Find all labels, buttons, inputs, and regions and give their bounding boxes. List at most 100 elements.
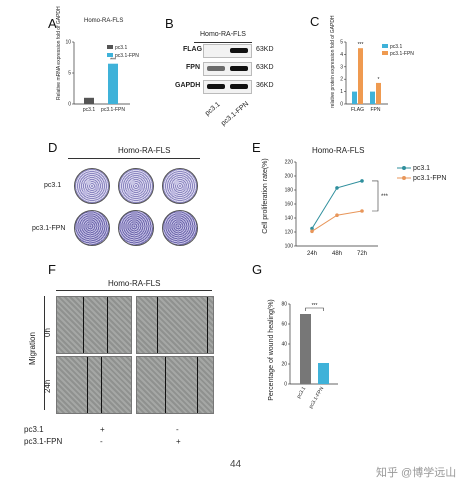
colony-dish <box>74 210 110 246</box>
panel-e-y-tick-label: 100 <box>285 244 294 250</box>
condition-label-2: pc3.1-FPN <box>24 437 63 446</box>
condition-mark: + <box>100 425 105 434</box>
condition-mark: + <box>176 437 181 446</box>
colony-dish <box>118 210 154 246</box>
panel-g-bar <box>318 363 329 384</box>
panel-e-point <box>310 226 314 231</box>
panel-a-significance: *** <box>110 58 116 64</box>
page-number: 44 <box>230 459 242 470</box>
panel-c-x-label: FPN <box>371 107 381 113</box>
panel-c-legend-1: pc3.1 <box>382 44 402 50</box>
panel-g-y-tick-label: 0 <box>284 382 287 388</box>
panel-c-y-tick-label: 1 <box>340 89 343 95</box>
panel-g-x-label: pc3.1 <box>296 386 307 400</box>
panel-e-x-label: 24h <box>307 251 317 257</box>
panel-a-legend-2: pc3.1-FPN <box>107 53 139 59</box>
panel-c-y-tick-label: 3 <box>340 64 343 70</box>
watermark: 知乎 @博学远山 <box>376 467 457 479</box>
panel-e-ylabel: Cell proliferation rate(%) <box>262 158 269 234</box>
panel-g-letter: G <box>252 262 263 277</box>
blot-row-label-gapdh: GAPDH <box>175 82 201 89</box>
panel-c-y-tick-label: 4 <box>340 52 343 58</box>
blot-row-label-fpn: FPN <box>186 64 200 71</box>
blot-size-gapdh: 36KD <box>256 82 274 89</box>
condition-mark: - <box>176 425 179 434</box>
panel-c-x-label: FLAG <box>351 107 364 113</box>
panel-e-point <box>360 209 364 213</box>
condition-mark: - <box>100 437 103 446</box>
panel-b-title: Homo-RA-FLS <box>200 31 246 38</box>
panel-a-bar <box>84 97 94 104</box>
panel-e-letter: E <box>252 140 261 155</box>
panel-f-vrule <box>44 296 45 410</box>
panel-c-y-tick-label: 2 <box>340 77 343 83</box>
wound-image <box>136 296 214 354</box>
panel-e-x-label: 72h <box>357 251 367 257</box>
panel-f-title: Homo-RA-FLS <box>108 279 161 288</box>
panel-e-y-tick-label: 120 <box>285 230 294 236</box>
panel-c-bar <box>352 91 357 104</box>
panel-g-y-tick-label: 20 <box>281 362 287 368</box>
blot-size-fpn: 63KD <box>256 64 274 71</box>
panel-g-significance: *** <box>312 303 318 309</box>
panel-c-significance: * <box>378 77 380 83</box>
panel-b-title-rule <box>194 42 252 43</box>
panel-g-ylabel: Percentage of wound healing(%) <box>268 299 275 401</box>
panel-d-title: Homo-RA-FLS <box>118 146 171 155</box>
panel-e-y-tick-label: 180 <box>285 188 294 194</box>
panel-c-bar <box>376 82 381 104</box>
panel-e-point <box>310 229 314 234</box>
panel-c-y-tick-label: 0 <box>340 102 343 108</box>
panel-a-x-label: pc3.1-FPN <box>101 107 125 113</box>
panel-e-point <box>335 186 339 190</box>
panel-a-title: Homo-RA-FLS <box>84 18 124 24</box>
wound-image <box>56 296 132 354</box>
panel-c-legend-2: pc3.1-FPN <box>382 51 414 57</box>
blot-size-flag: 63KD <box>256 46 274 53</box>
panel-f-ylabel: Migration <box>28 332 37 365</box>
panel-e-legend-2: pc3.1-FPN <box>397 175 446 182</box>
colony-dish <box>118 168 154 204</box>
panel-g-y-tick-label: 40 <box>281 342 287 348</box>
panel-g-x-label: pc3.1-FPN <box>308 386 325 410</box>
panel-c-letter: C <box>310 14 320 29</box>
panel-e-y-tick-label: 140 <box>285 216 294 222</box>
panel-f-row-24h: 24h <box>43 379 52 393</box>
panel-f-rule <box>56 290 212 291</box>
colony-dish <box>162 210 198 246</box>
panel-b-letter: B <box>165 16 174 31</box>
wound-image <box>136 356 214 414</box>
panel-e-bracket <box>372 180 379 212</box>
panel-e-y-tick-label: 160 <box>285 202 294 208</box>
panel-c-y-tick-label: 5 <box>340 40 343 46</box>
panel-d-rule <box>68 158 200 159</box>
panel-a-y-tick-label: 0 <box>68 102 71 108</box>
panel-c-bar <box>370 91 375 104</box>
panel-f-letter: F <box>48 262 56 277</box>
panel-e-x-label: 48h <box>332 251 342 257</box>
panel-a-y-tick-label: 10 <box>65 40 71 46</box>
panel-e-y-tick-label: 220 <box>285 160 294 166</box>
panel-g-y-tick-label: 60 <box>281 322 287 328</box>
panel-e-point <box>360 179 364 183</box>
wound-image <box>56 356 132 414</box>
colony-dish <box>74 168 110 204</box>
colony-dish <box>162 168 198 204</box>
panel-d-row-2: pc3.1-FPN <box>32 225 66 232</box>
blot-gapdh <box>203 80 252 94</box>
panel-d-letter: D <box>48 140 58 155</box>
panel-a-y-tick-label: 5 <box>68 71 71 77</box>
panel-c-bar <box>358 48 363 104</box>
blot-flag <box>203 44 252 58</box>
panel-a-letter: A <box>48 16 57 31</box>
panel-d-row-1: pc3.1 <box>44 182 62 189</box>
panel-e-title: Homo-RA-FLS <box>312 146 365 155</box>
panel-a-bar <box>108 63 118 104</box>
panel-c-ylabel: relative protein expression fold of GAPD… <box>330 15 336 108</box>
panel-f-row-0h: 0h <box>43 328 52 337</box>
panel-a-legend-1: pc3.1 <box>107 45 127 51</box>
panel-e-point <box>335 213 339 217</box>
panel-c-significance: *** <box>358 42 364 48</box>
panel-g-bar <box>300 314 311 384</box>
